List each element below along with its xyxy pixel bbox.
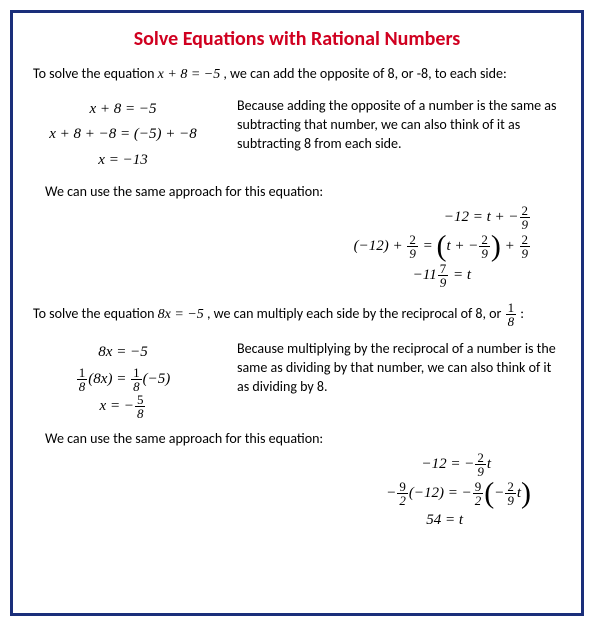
- fn: 5: [135, 393, 146, 407]
- fd: 9: [407, 247, 418, 260]
- fd: 9: [438, 276, 449, 289]
- fd: 8: [506, 315, 517, 328]
- eq1-line2: x + 8 + −8 = (−5) + −8: [33, 122, 213, 148]
- fd: 9: [505, 494, 516, 507]
- fd: 9: [520, 247, 531, 260]
- eq1-line3: x = −13: [33, 148, 213, 174]
- t: = t: [449, 267, 471, 283]
- f: 29: [505, 480, 516, 507]
- t: (−12) +: [354, 238, 407, 254]
- t: =: [419, 238, 437, 254]
- eq4-line3: 54 = t: [33, 509, 531, 532]
- f: 58: [135, 393, 146, 420]
- f: 29: [407, 233, 418, 260]
- eq2-line2: (−12) + 29 = (t + −29) + 29: [33, 233, 531, 260]
- eq2-l1-lhs: −12 =: [444, 209, 487, 225]
- fd: 8: [135, 407, 146, 420]
- worked-example-2: 8x = −5 18(8x) = 18(−5) x = −58 Because …: [33, 336, 561, 420]
- t: −12 = −: [421, 456, 474, 472]
- eq3-line3: x = −58: [33, 393, 213, 420]
- eq2-line1: −12 = t + −29: [33, 204, 531, 231]
- equation-block-1: x + 8 = −5 x + 8 + −8 = (−5) + −8 x = −1…: [33, 93, 213, 174]
- t: +: [501, 238, 519, 254]
- fn: 1: [131, 366, 142, 380]
- equation-block-3: 8x = −5 18(8x) = 18(−5) x = −58: [33, 336, 213, 420]
- page-title: Solve Equations with Rational Numbers: [33, 27, 561, 51]
- paren-close: ): [521, 476, 531, 509]
- t: t: [487, 456, 491, 472]
- intro-paragraph-1: To solve the equation x + 8 = −5 , we ca…: [33, 65, 561, 85]
- paren-open: (: [484, 476, 494, 509]
- fd: 8: [131, 380, 142, 393]
- paren-close: ): [491, 230, 501, 263]
- fn: 1: [77, 366, 88, 380]
- paren-open: (: [436, 230, 446, 263]
- fn: 2: [475, 451, 486, 465]
- intro2-text-a: To solve the equation: [33, 305, 158, 322]
- intro1-text-a: To solve the equation: [33, 65, 158, 82]
- f: 18: [131, 366, 142, 393]
- intro1-text-b: , we can add the opposite of 8, or -8, t…: [223, 65, 506, 82]
- explanation-1: Because adding the opposite of a number …: [237, 93, 561, 174]
- eq4-line1: −12 = −29t: [33, 451, 531, 478]
- intro2-text-b: , we can multiply each side by the recip…: [207, 305, 505, 322]
- fn: 1: [506, 301, 517, 315]
- f: 18: [77, 366, 88, 393]
- f: 79: [438, 262, 449, 289]
- explanation-2: Because multiplying by the reciprocal of…: [237, 336, 561, 420]
- fd: 2: [397, 494, 408, 507]
- t: −11: [413, 267, 437, 283]
- fn: 2: [479, 233, 490, 247]
- f: 92: [473, 480, 484, 507]
- fn: 2: [520, 233, 531, 247]
- worked-example-1: x + 8 = −5 x + 8 + −8 = (−5) + −8 x = −1…: [33, 93, 561, 174]
- intro2-equation: 8x = −5: [158, 307, 204, 322]
- intro-paragraph-2: To solve the equation 8x = −5 , we can m…: [33, 301, 561, 328]
- equation-block-2: −12 = t + −29 (−12) + 29 = (t + −29) + 2…: [33, 204, 561, 289]
- fn: 9: [473, 480, 484, 494]
- t: (8x) =: [88, 371, 130, 387]
- eq1-line1: x + 8 = −5: [33, 97, 213, 123]
- f: 92: [397, 480, 408, 507]
- eq3-line2: 18(8x) = 18(−5): [33, 366, 213, 393]
- equation-block-4: −12 = −29t −92(−12) = −92(−29t) 54 = t: [33, 451, 561, 532]
- fn: 2: [407, 233, 418, 247]
- fd: 9: [479, 247, 490, 260]
- t: −: [494, 485, 504, 501]
- t: −: [386, 485, 396, 501]
- eq2-line3: −1179 = t: [33, 262, 531, 289]
- fn: 7: [438, 262, 449, 276]
- fd: 2: [473, 494, 484, 507]
- intro2-frac: 18: [506, 301, 517, 328]
- fn: 9: [397, 480, 408, 494]
- eq2-l1-rhs: t + −: [487, 209, 519, 225]
- intro2-text-c: :: [517, 305, 524, 322]
- document-page: Solve Equations with Rational Numbers To…: [10, 10, 584, 616]
- eq4-line2: −92(−12) = −92(−29t): [33, 480, 531, 507]
- f: 29: [475, 451, 486, 478]
- f: 29: [479, 233, 490, 260]
- t: t + −: [446, 238, 478, 254]
- same-approach-1: We can use the same approach for this eq…: [45, 183, 561, 200]
- fd: 8: [77, 380, 88, 393]
- t: (−5): [143, 371, 171, 387]
- fn: 2: [505, 480, 516, 494]
- same-approach-2: We can use the same approach for this eq…: [45, 430, 561, 447]
- t: (−12) = −: [409, 485, 472, 501]
- intro1-equation: x + 8 = −5: [158, 67, 221, 82]
- t: x = −: [100, 398, 134, 414]
- eq3-line1: 8x = −5: [33, 340, 213, 366]
- f: 29: [520, 233, 531, 260]
- frac-num: 2: [520, 204, 531, 218]
- eq2-l1-frac: 29: [520, 204, 531, 231]
- frac-den: 9: [520, 218, 531, 231]
